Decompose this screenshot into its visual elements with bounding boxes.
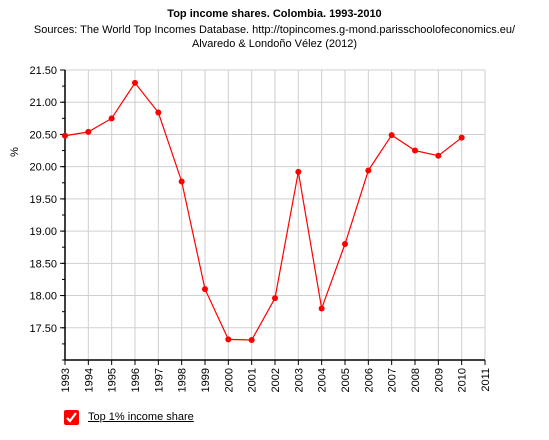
- data-point: [342, 241, 348, 247]
- x-tick-label: 1997: [153, 368, 165, 392]
- data-point: [272, 295, 278, 302]
- data-point: [318, 305, 325, 312]
- y-tick-label: 18.00: [29, 291, 57, 303]
- x-tick-label: 2006: [363, 368, 375, 392]
- x-tick-label: 2010: [457, 368, 469, 392]
- checkbox-checked-icon[interactable]: [64, 409, 79, 425]
- x-tick-label: 1993: [60, 368, 72, 392]
- y-tick-labels: 17.50 18.00 18.50 19.00 19.50 20.00 20.50 21.00…: [29, 65, 57, 335]
- x-tick-label: 2008: [410, 368, 422, 392]
- x-tick-label: 2001: [247, 368, 259, 392]
- y-tick-label: 21.50: [29, 65, 57, 77]
- y-tick-label: 21.00: [29, 97, 57, 109]
- chart-subtitle-authors: Alvaredo & Londoño Vélez (2012): [191, 38, 358, 50]
- x-tick-label: 2005: [340, 368, 352, 392]
- x-tick-label: 2007: [387, 368, 399, 392]
- data-point: [248, 337, 255, 344]
- axes: [60, 69, 486, 365]
- data-point: [388, 132, 395, 139]
- x-tick-label: 2002: [270, 368, 282, 392]
- x-tick-label: 2011: [480, 368, 492, 392]
- data-point: [178, 178, 185, 185]
- data-point: [412, 147, 418, 154]
- x-tick-label: 2003: [293, 368, 305, 392]
- data-point: [435, 152, 442, 159]
- legend: Top 1% income share: [64, 409, 194, 425]
- x-tick-label: 1995: [107, 368, 119, 392]
- x-tick-label: 2000: [223, 368, 235, 392]
- y-tick-label: 18.50: [29, 258, 57, 270]
- check-mark-icon: [66, 411, 77, 423]
- series-layer: [62, 79, 465, 344]
- chart-subtitle-source: Sources: The World Top Incomes Database.…: [33, 24, 516, 36]
- grid: [64, 69, 486, 361]
- data-point: [155, 109, 162, 116]
- y-tick-label: 19.00: [29, 226, 57, 238]
- series-line-top-1-percent: [64, 81, 463, 341]
- data-point: [62, 132, 68, 139]
- data-point: [108, 115, 115, 122]
- data-point: [202, 286, 208, 293]
- y-tick-label: 17.50: [29, 323, 57, 335]
- x-tick-label: 1994: [83, 368, 95, 392]
- y-tick-label: 20.50: [29, 129, 57, 141]
- chart-title: Top income shares. Colombia. 1993-2010: [167, 8, 382, 20]
- data-point: [225, 336, 232, 343]
- data-point: [295, 168, 302, 175]
- data-point: [132, 79, 138, 86]
- y-tick-label: 19.50: [29, 194, 57, 206]
- x-tick-label: 2004: [317, 368, 329, 392]
- data-point: [365, 167, 372, 174]
- y-tick-label: 20.00: [29, 162, 57, 174]
- x-tick-label: 1996: [130, 368, 142, 392]
- x-tick-labels: 1993 1994 1995 1996 1997 1998 1999 2000 2001 2002…: [60, 368, 492, 392]
- y-axis-label: %: [9, 147, 21, 157]
- x-tick-label: 1998: [177, 368, 189, 392]
- data-point: [85, 128, 92, 135]
- legend-item-top-1-percent[interactable]: Top 1% income share: [88, 411, 194, 423]
- x-tick-label: 2009: [433, 368, 445, 392]
- x-tick-label: 1999: [200, 368, 212, 392]
- data-point: [458, 134, 465, 141]
